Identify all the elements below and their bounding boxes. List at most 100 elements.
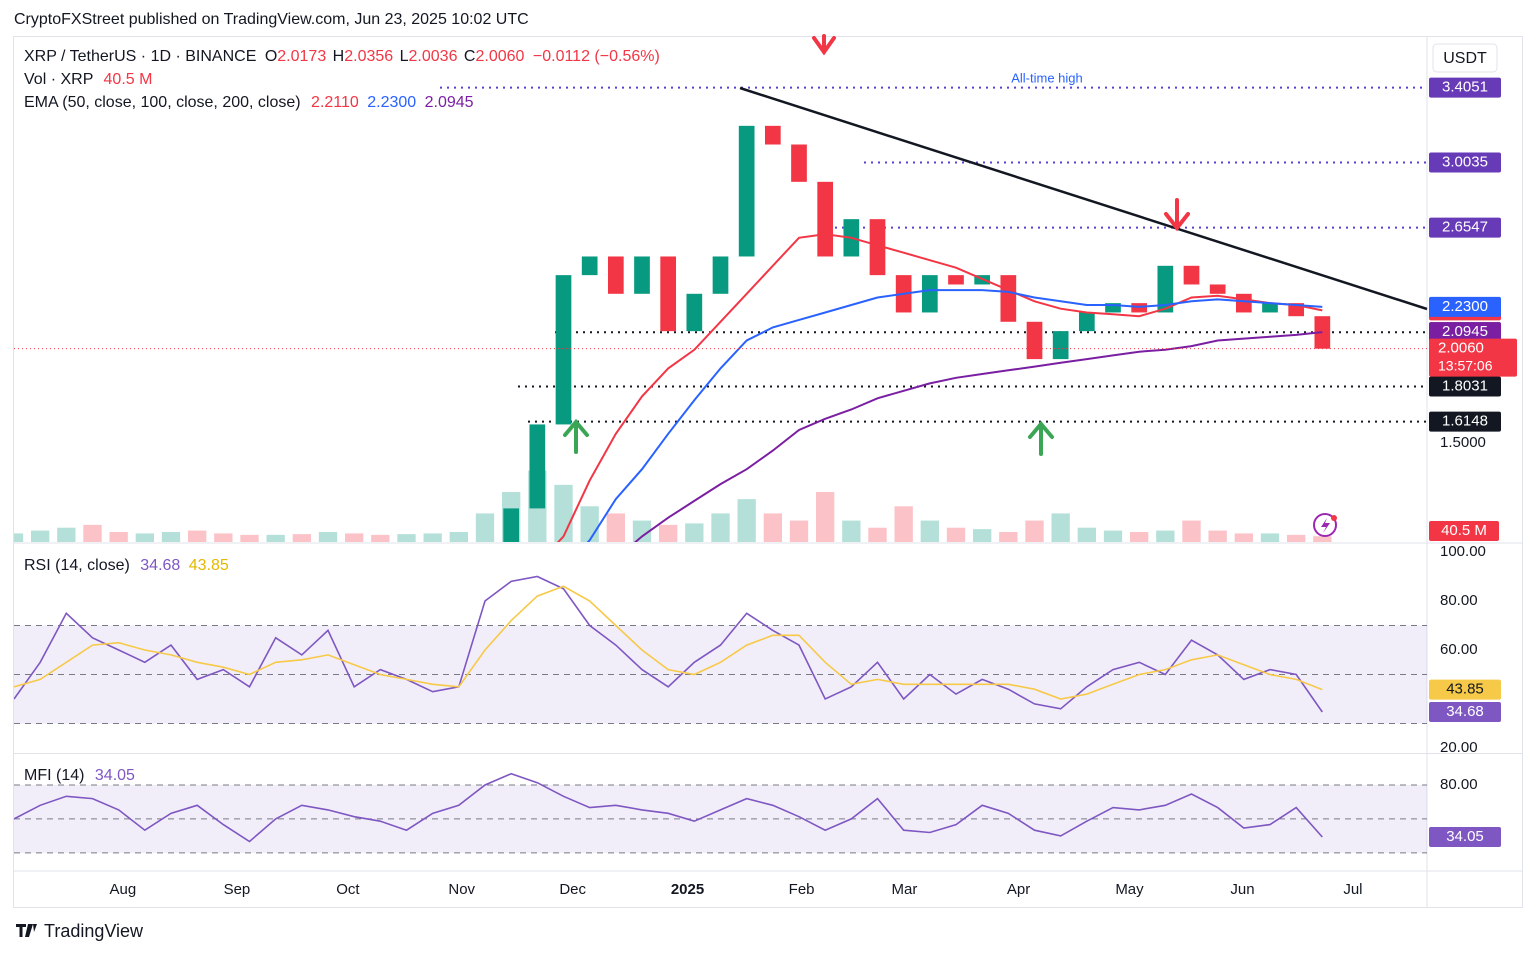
- red-arrow: [1164, 198, 1190, 232]
- volume-bar: [1103, 530, 1123, 542]
- volume-bar: [606, 513, 625, 542]
- candle: [712, 256, 729, 294]
- x-tick-label: Jun: [1230, 881, 1254, 898]
- volume-bar: [1234, 533, 1253, 542]
- y-tick-label: 20.00: [1440, 739, 1478, 756]
- volume-bar: [1025, 520, 1044, 542]
- candle: [607, 256, 624, 294]
- volume-bar: [31, 530, 50, 542]
- alert-icon[interactable]: [1313, 513, 1337, 537]
- x-tick-label: Aug: [110, 881, 137, 898]
- x-tick-label: Feb: [789, 881, 815, 898]
- level-tag: 1.6148: [1442, 413, 1488, 430]
- rsi-title: RSI (14, close): [24, 557, 130, 574]
- indicator-tag: 34.68: [1446, 703, 1484, 720]
- x-tick-label: Dec: [559, 881, 586, 898]
- volume-bar: [475, 513, 495, 542]
- volume-bar: [1313, 536, 1332, 542]
- x-tick-label: Jul: [1343, 881, 1362, 898]
- high-value: 2.0356: [344, 48, 393, 65]
- close-value: 2.0060: [475, 48, 524, 65]
- volume-bar: [83, 524, 102, 542]
- candle: [764, 125, 781, 145]
- volume-bar: [789, 520, 809, 542]
- volume-bar: [1182, 520, 1201, 542]
- candle: [738, 125, 755, 257]
- candle: [1235, 293, 1252, 313]
- close-tag: 2.0060: [1438, 340, 1484, 357]
- open-value: 2.0173: [277, 48, 326, 65]
- candle: [1105, 303, 1121, 313]
- volume-bar: [685, 523, 704, 542]
- volume-bar: [292, 534, 311, 542]
- candle: [686, 293, 703, 332]
- level-tag: 3.0035: [1442, 153, 1488, 170]
- indicator-line: [14, 772, 1323, 843]
- rsi-legend: RSI (14, close) 34.68 43.85: [24, 557, 229, 574]
- volume-bar: [554, 484, 573, 542]
- candle: [948, 275, 964, 285]
- volume-bar: [1208, 530, 1227, 542]
- indicator-plot: [14, 772, 1323, 843]
- candle: [1183, 265, 1200, 285]
- volume-bar: [1156, 530, 1175, 542]
- ema-tag: 2.0945: [1442, 323, 1488, 340]
- indicator-plot: [14, 575, 1323, 713]
- alert-icon-bolt: [1321, 518, 1330, 533]
- currency: USDT: [1443, 50, 1487, 67]
- ema-100-value: 2.2300: [367, 94, 416, 111]
- ema-50-value: 2.2110: [311, 94, 359, 111]
- volume-bar: [345, 533, 364, 542]
- volume-bar: [449, 532, 468, 542]
- volume-bar: [920, 520, 939, 542]
- candle: [869, 219, 886, 276]
- volume-bar: [868, 527, 887, 542]
- close-tag-bg: [1429, 338, 1517, 377]
- volume-legend: Vol · XRP 40.5 M: [24, 71, 152, 88]
- low-label: L: [400, 48, 409, 65]
- candle: [660, 256, 677, 332]
- currency-button[interactable]: [1432, 43, 1498, 73]
- volume-bar: [14, 533, 24, 542]
- volume-bar: [57, 527, 76, 542]
- candle: [503, 508, 520, 542]
- volume-bar: [659, 524, 678, 542]
- trendline: [739, 86, 1428, 311]
- y-tick-label: 60.00: [1440, 641, 1478, 658]
- ema-line: [586, 289, 1323, 542]
- candle: [921, 275, 938, 313]
- volume-bar: [842, 520, 861, 542]
- volume-bar: [894, 506, 913, 542]
- volume-bar: [580, 506, 599, 542]
- volume-title: Vol · XRP: [24, 71, 93, 88]
- level-tag-bg: [1429, 217, 1501, 238]
- y-tick-label: 1.5000: [1440, 434, 1486, 451]
- ema-line: [633, 331, 1323, 542]
- volume-bar: [240, 534, 259, 542]
- x-tick-label: Oct: [336, 881, 360, 898]
- volume-bar: [632, 520, 652, 542]
- change: −0.0112: [533, 48, 590, 65]
- level-tag: 1.8031: [1442, 377, 1488, 394]
- x-tick-label: Apr: [1007, 881, 1030, 898]
- mfi-title: MFI (14): [24, 767, 84, 784]
- volume-bar: [816, 492, 835, 542]
- mfi-legend: MFI (14) 34.05: [24, 767, 135, 784]
- volume-bar: [711, 513, 730, 542]
- y-tick-label: 80.00: [1440, 592, 1478, 609]
- volume-bar: [188, 530, 207, 542]
- countdown: 13:57:06: [1438, 357, 1493, 373]
- candle: [1052, 331, 1069, 360]
- volume-bar: [161, 532, 181, 542]
- green-arrow: [563, 418, 589, 454]
- x-tick-label: Nov: [448, 881, 475, 898]
- x-tick-label: 2025: [671, 881, 704, 898]
- indicator-line: [14, 575, 1323, 713]
- x-tick-label: Mar: [892, 881, 918, 898]
- change-pct: (−0.56%): [594, 48, 659, 65]
- level-tag: 2.6547: [1442, 219, 1488, 236]
- candle: [791, 144, 807, 182]
